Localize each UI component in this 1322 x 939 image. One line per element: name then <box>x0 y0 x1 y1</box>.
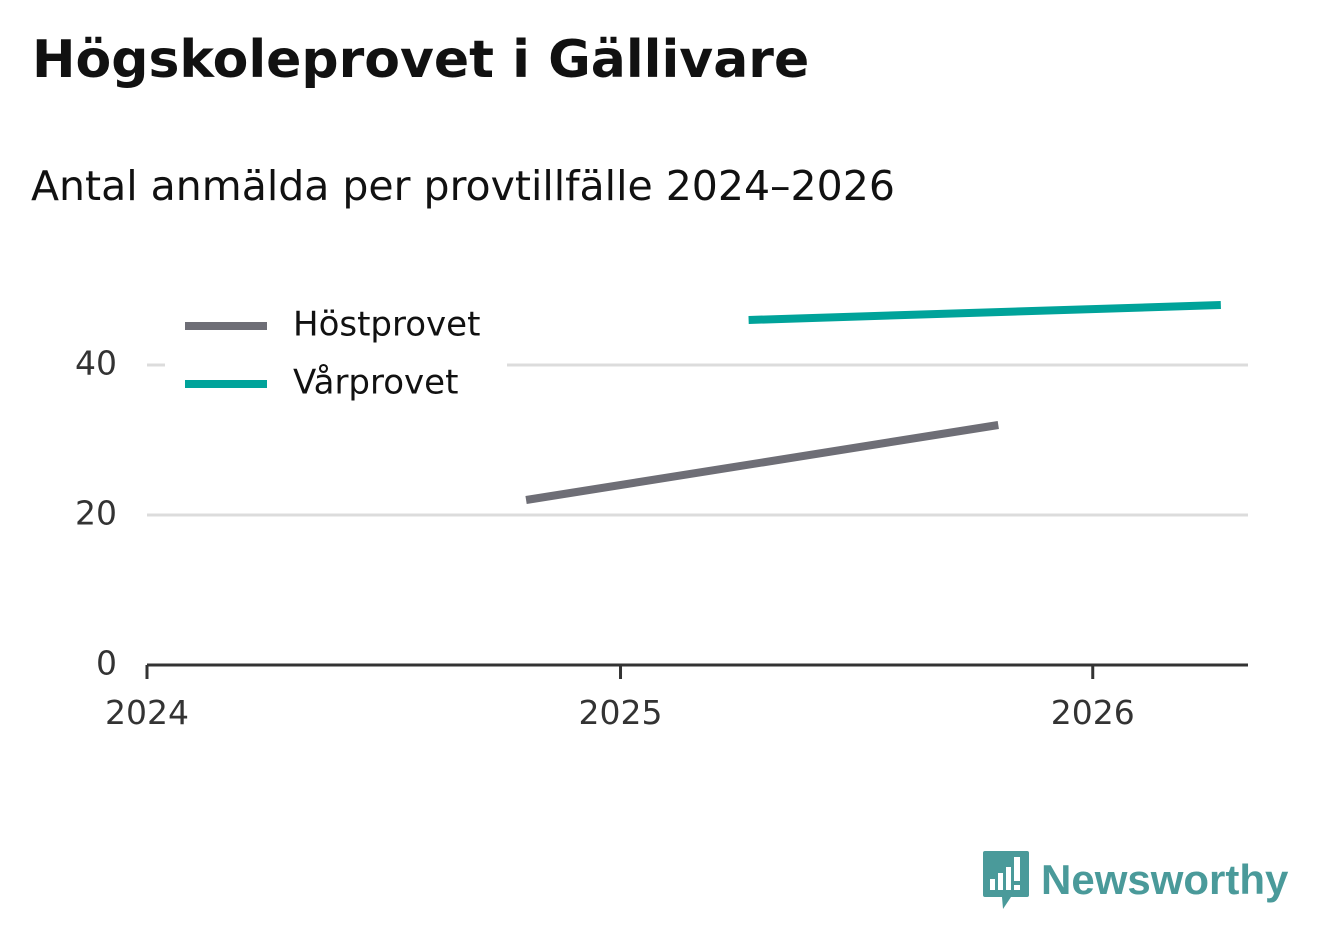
legend-label: Höstprovet <box>293 305 480 345</box>
y-tick-label: 20 <box>75 494 117 533</box>
y-tick-label: 40 <box>75 344 117 383</box>
x-tick-label: 2024 <box>105 693 189 732</box>
chart-title: Högskoleprovet i Gällivare <box>32 30 810 90</box>
brand-name: Newsworthy <box>1041 856 1289 903</box>
x-tick-label: 2026 <box>1051 693 1135 732</box>
legend-label: Vårprovet <box>293 363 458 403</box>
chart-subtitle: Antal anmälda per provtillfälle 2024–202… <box>31 162 895 210</box>
y-axis-ticks: 0 20 40 <box>75 344 117 683</box>
legend: Höstprovet Vårprovet <box>165 290 507 412</box>
legend-background <box>165 290 507 412</box>
series-lines <box>525 301 1221 504</box>
series-line-hostprovet <box>525 421 999 504</box>
newsworthy-brand: Newsworthy <box>981 848 1288 912</box>
x-tick-label: 2025 <box>579 693 663 732</box>
series-line-varprovet <box>748 301 1221 324</box>
y-tick-label: 0 <box>96 644 117 683</box>
newsworthy-logo-icon <box>983 851 1029 909</box>
x-axis: 2024 2025 2026 <box>105 663 1248 732</box>
